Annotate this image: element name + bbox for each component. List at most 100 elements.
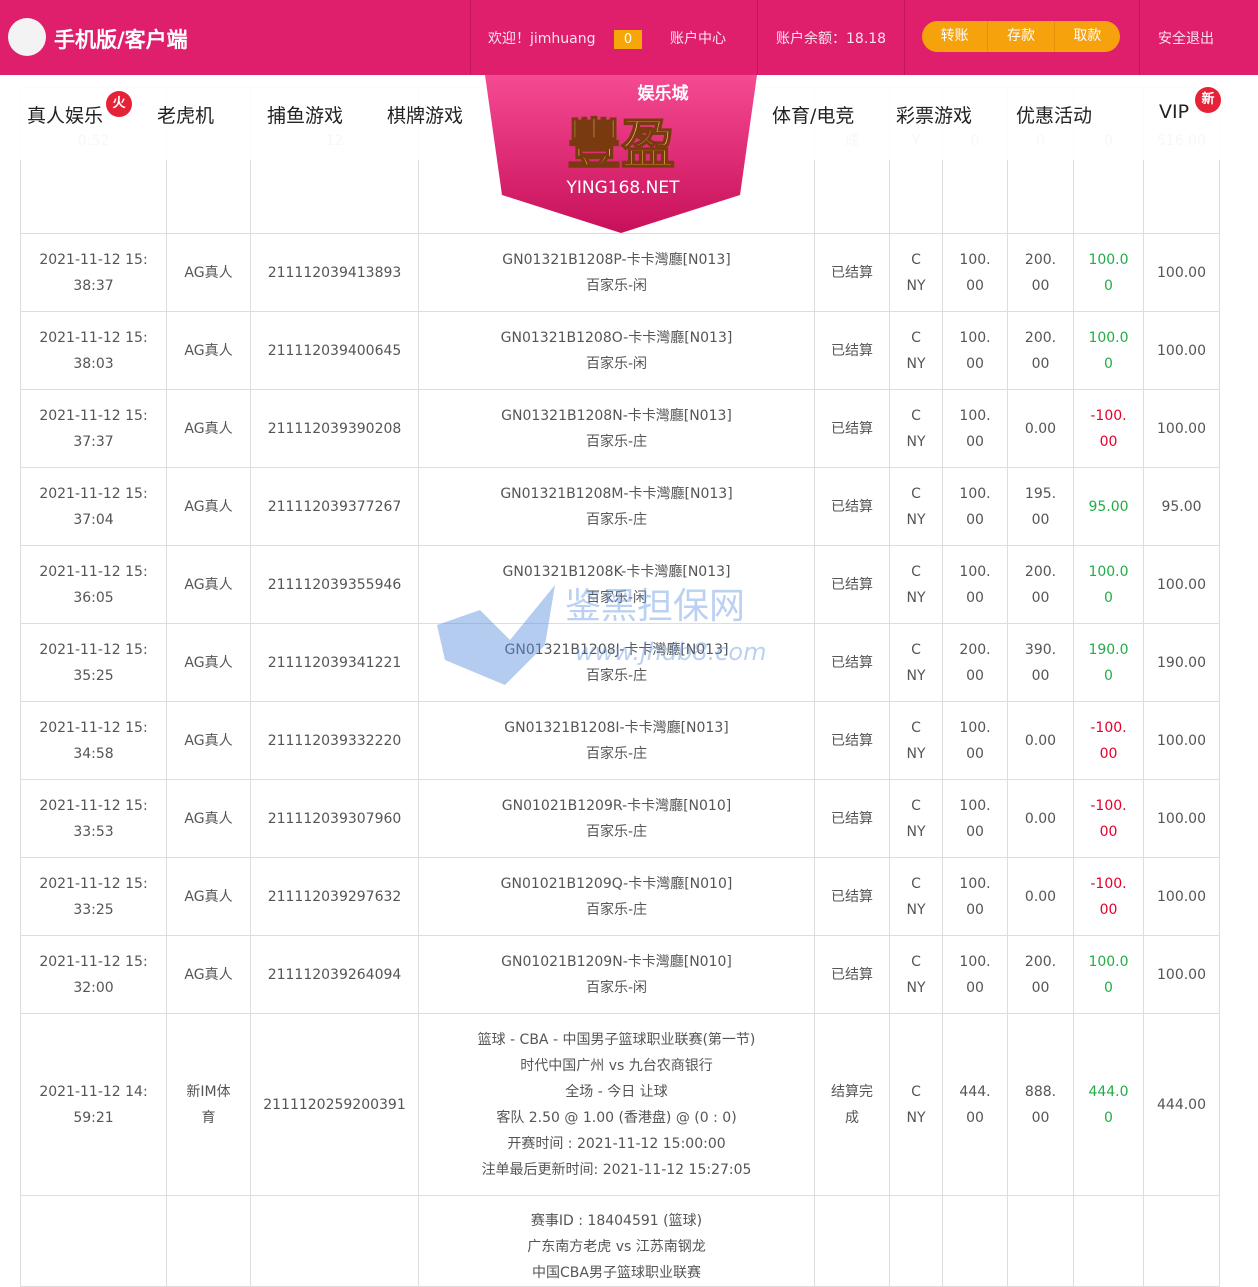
bet-id-cell: 211112039355946 bbox=[250, 545, 419, 624]
detail-line: 中国CBA男子篮球职业联赛 bbox=[532, 1265, 701, 1281]
bet-details-cell: 赛事ID : 18404591 (篮球) 广东南方老虎 vs 江苏南钢龙 中国CBA… bbox=[418, 1195, 815, 1287]
bet-row: 2021-11-12 15:37:04 AG真人 211112039377267 GN… bbox=[20, 467, 1220, 546]
detail-line: 百家乐-庄 bbox=[585, 667, 648, 684]
status-cell: 已结算 bbox=[814, 233, 890, 312]
bet-id-cell: 211112039413893 bbox=[250, 233, 419, 312]
bet-details-cell: GN01321B1208M-卡卡灣廳[N013] 百家乐-庄 bbox=[418, 467, 815, 546]
game-type-cell: AG真人 bbox=[166, 467, 251, 546]
payout-cell: 0.00 bbox=[1007, 779, 1074, 858]
nav-label[interactable]: VIP bbox=[1159, 101, 1190, 123]
detail-line: GN01321B1208N-卡卡灣廳[N013] bbox=[501, 407, 732, 424]
payout-cell: 200.00 bbox=[1007, 233, 1074, 312]
detail-line: 百家乐-庄 bbox=[585, 823, 648, 840]
bet-row: 2021-11-12 15:38:03 AG真人 211112039400645 GN… bbox=[20, 311, 1220, 390]
bet-time-cell: 2021-11-12 15:37:04 bbox=[20, 467, 167, 546]
payout-cell: 888.00 bbox=[1007, 1013, 1074, 1196]
profit-cell: 95.00 bbox=[1073, 467, 1144, 546]
detail-line: GN01321B1208P-卡卡灣廳[N013] bbox=[502, 251, 731, 268]
account-center[interactable]: 账户中心 bbox=[670, 31, 726, 47]
brand-logo[interactable]: 娱乐城 豐盈 YING168.NET bbox=[485, 75, 757, 235]
nav-item[interactable]: 捕鱼游戏 bbox=[267, 105, 344, 127]
balance: 账户余额：18.18 bbox=[776, 31, 887, 47]
bet-id-cell bbox=[250, 1195, 419, 1287]
detail-line: GN01021B1209N-卡卡灣廳[N010] bbox=[501, 953, 732, 970]
detail-line: GN01321B1208K-卡卡灣廳[N013] bbox=[502, 563, 731, 580]
game-type-cell: AG真人 bbox=[166, 389, 251, 468]
payout-cell: 200.00 bbox=[1007, 935, 1074, 1014]
bet-details-cell: GN01021B1209Q-卡卡灣廳[N010] 百家乐-庄 bbox=[418, 857, 815, 936]
deposit-button[interactable]: 存款 bbox=[988, 21, 1055, 52]
game-type-cell: AG真人 bbox=[166, 935, 251, 1014]
bet-amount-cell: 100.00 bbox=[942, 857, 1008, 936]
bet-time-cell: 2021-11-12 15:37:37 bbox=[20, 389, 167, 468]
currency-cell: CNY bbox=[889, 779, 943, 858]
divider bbox=[904, 0, 905, 75]
nav-item[interactable]: 棋牌游戏 bbox=[387, 105, 464, 127]
valid-bet-cell: 100.00 bbox=[1143, 779, 1220, 858]
nav-item[interactable]: 彩票游戏 bbox=[896, 105, 973, 127]
bet-time-cell: 2021-11-12 14:59:21 bbox=[20, 1013, 167, 1196]
status-cell: 已结算 bbox=[814, 389, 890, 468]
profit-cell: -100.00 bbox=[1073, 779, 1144, 858]
game-type-cell: AG真人 bbox=[166, 623, 251, 702]
bet-details-cell: GN01321B1208I-卡卡灣廳[N013] 百家乐-庄 bbox=[418, 701, 815, 780]
profit-cell: 100.00 bbox=[1073, 545, 1144, 624]
bet-amount-cell: 100.00 bbox=[942, 467, 1008, 546]
brand-shield bbox=[485, 75, 757, 233]
detail-line: GN01321B1208J-卡卡灣廳[N013] bbox=[504, 641, 729, 658]
withdraw-button[interactable]: 取款 bbox=[1073, 28, 1102, 44]
bet-time-cell: 2021-11-12 15:34:58 bbox=[20, 701, 167, 780]
nav-item[interactable]: 优惠活动 bbox=[1016, 105, 1093, 127]
currency-cell bbox=[889, 1195, 943, 1287]
bet-amount-cell: 100.00 bbox=[942, 779, 1008, 858]
bet-amount-cell: 100.00 bbox=[942, 389, 1008, 468]
fund-buttons: 转账 存款 取款 bbox=[922, 21, 1120, 52]
detail-line: 百家乐-庄 bbox=[585, 433, 648, 450]
transfer-button[interactable]: 转账 bbox=[922, 21, 989, 52]
logo-icon[interactable] bbox=[8, 18, 46, 56]
header: 手机版/客户端 欢迎！jimhuang 0 账户中心 账户余额：18.18 转账… bbox=[0, 0, 1258, 75]
detail-line: GN01021B1209Q-卡卡灣廳[N010] bbox=[500, 875, 733, 892]
profit-cell: -100.00 bbox=[1073, 389, 1144, 468]
bet-details-cell: GN01021B1209N-卡卡灣廳[N010] 百家乐-闲 bbox=[418, 935, 815, 1014]
profit-cell: -100.00 bbox=[1073, 857, 1144, 936]
detail-line: 百家乐-闲 bbox=[585, 979, 648, 996]
game-type-cell: 新IM体育 bbox=[166, 1013, 251, 1196]
bet-details-cell: GN01021B1209R-卡卡灣廳[N010] 百家乐-庄 bbox=[418, 779, 815, 858]
bet-id-cell: 211112039307960 bbox=[250, 779, 419, 858]
detail-line: 篮球 - CBA - 中国男子篮球职业联赛(第一节) bbox=[477, 1031, 756, 1048]
bet-id-cell: 211112039297632 bbox=[250, 857, 419, 936]
status-cell: 已结算 bbox=[814, 935, 890, 1014]
status-cell bbox=[814, 1195, 890, 1287]
profit-cell: 444.00 bbox=[1073, 1013, 1144, 1196]
nav-item[interactable]: 体育/电竞 bbox=[772, 105, 855, 127]
nav-item[interactable]: 真人娱乐火 bbox=[27, 91, 132, 128]
currency-cell: CNY bbox=[889, 233, 943, 312]
payout-cell: 390.00 bbox=[1007, 623, 1074, 702]
currency-cell: CNY bbox=[889, 389, 943, 468]
logout[interactable]: 安全退出 bbox=[1158, 31, 1214, 47]
nav-item[interactable]: 老虎机 bbox=[157, 105, 215, 127]
currency-cell: CNY bbox=[889, 623, 943, 702]
bet-row: 2021-11-12 15:38:37 AG真人 211112039413893 GN… bbox=[20, 233, 1220, 312]
currency-cell: CNY bbox=[889, 1013, 943, 1196]
currency-cell: CNY bbox=[889, 857, 943, 936]
logo-text[interactable]: 手机版/客户端 bbox=[54, 28, 188, 52]
status-cell: 已结算 bbox=[814, 623, 890, 702]
status-cell: 已结算 bbox=[814, 857, 890, 936]
bet-row: 2021-11-12 15:33:25 AG真人 211112039297632 GN… bbox=[20, 857, 1220, 936]
bet-amount-cell: 100.00 bbox=[942, 935, 1008, 1014]
bet-id-cell: 2111120259200391 bbox=[250, 1013, 419, 1196]
nav-label[interactable]: 真人娱乐 bbox=[27, 105, 104, 127]
message-badge[interactable]: 0 bbox=[614, 30, 642, 49]
bet-id-cell: 211112039390208 bbox=[250, 389, 419, 468]
game-type-cell: AG真人 bbox=[166, 311, 251, 390]
profit-cell bbox=[1073, 1195, 1144, 1287]
valid-bet-cell: 444.00 bbox=[1143, 1013, 1220, 1196]
detail-line: 百家乐-闲 bbox=[585, 589, 648, 606]
divider bbox=[1139, 0, 1140, 75]
bet-amount-cell: 100.00 bbox=[942, 545, 1008, 624]
detail-line: 广东南方老虎 vs 江苏南钢龙 bbox=[527, 1239, 706, 1255]
nav-item[interactable]: VIP 新 bbox=[1159, 87, 1221, 123]
